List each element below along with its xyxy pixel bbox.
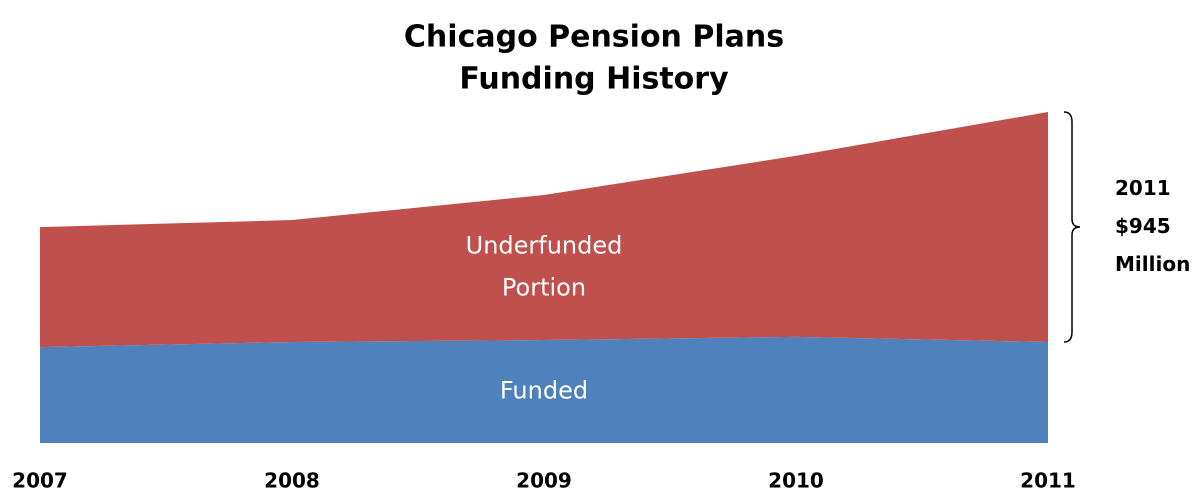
x-tick-label: 2008 — [264, 469, 320, 493]
text-line: $945 — [1115, 213, 1171, 237]
x-tick-label: 2011 — [1020, 469, 1076, 493]
text-line: Underfunded — [466, 232, 623, 260]
annotation: 2011 $945 Million — [1115, 175, 1190, 275]
area — [40, 112, 1048, 348]
text-line: 2011 — [1115, 175, 1171, 199]
chart-title: Funding History — [459, 62, 729, 97]
chart-title: Chicago Pension Plans — [404, 20, 784, 55]
area-label: Underfunded Portion — [466, 232, 623, 302]
text-line: Funded — [500, 377, 588, 405]
x-tick-label: 2010 — [768, 469, 824, 493]
area-label: Funded — [500, 377, 588, 405]
text-line: Portion — [502, 274, 586, 302]
area — [40, 336, 1048, 443]
x-tick-label: 2009 — [516, 469, 572, 493]
bracket — [1063, 111, 1081, 343]
x-tick-label: 2007 — [12, 469, 68, 493]
text-line: Million — [1115, 251, 1190, 275]
